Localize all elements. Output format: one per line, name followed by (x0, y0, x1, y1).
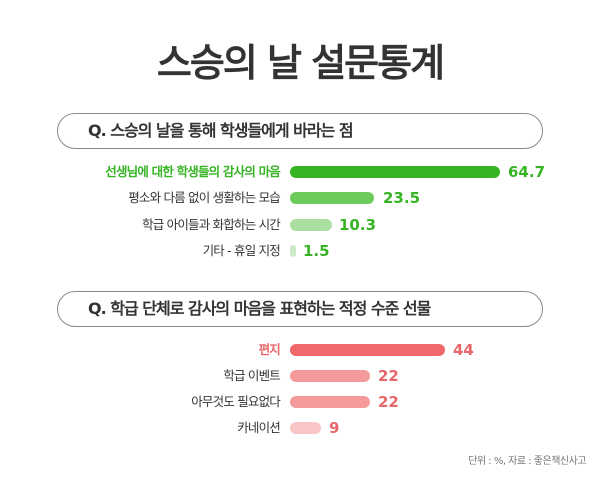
bar-value: 23.5 (383, 189, 421, 207)
bar (290, 344, 445, 356)
bar-value: 22 (378, 367, 399, 385)
bar-label: 편지 (258, 342, 281, 357)
bar-value: 10.3 (339, 216, 377, 234)
question-1-label: Q. 스승의 날을 통해 학생들에게 바라는 점 (88, 121, 354, 140)
bar-label: 학급 아이들과 화합하는 시간 (142, 217, 281, 232)
bar-label: 기타 - 휴일 지정 (202, 243, 281, 258)
bar (290, 422, 321, 434)
bar-value: 22 (378, 393, 399, 411)
chart-1-row: 기타 - 휴일 지정 1.5 (0, 241, 600, 261)
chart-2-row: 카네이션 9 (0, 418, 600, 438)
question-2-box: Q. 학급 단체로 감사의 마음을 표현하는 적정 수준 선물 (57, 291, 543, 327)
bar-label: 선생님에 대한 학생들의 감사의 마음 (105, 164, 281, 179)
bar-value: 9 (329, 419, 340, 437)
chart-1-row: 학급 아이들과 화합하는 시간 10.3 (0, 215, 600, 235)
source-note: 단위 : %, 자료 : 좋은책신사고 (468, 456, 586, 467)
chart-2-row: 아무것도 필요없다 22 (0, 392, 600, 412)
bar-value: 1.5 (303, 242, 330, 260)
bar-label: 카네이션 (237, 420, 281, 435)
bar (290, 370, 370, 382)
page-title: 스승의 날 설문통계 (156, 41, 445, 85)
bar-label: 평소와 다름 없이 생활하는 모습 (128, 190, 281, 205)
bar-value: 44 (453, 341, 474, 359)
bar (290, 192, 374, 204)
bar (290, 166, 500, 178)
question-1-box: Q. 스승의 날을 통해 학생들에게 바라는 점 (57, 113, 543, 149)
question-2-label: Q. 학급 단체로 감사의 마음을 표현하는 적정 수준 선물 (88, 299, 431, 318)
chart-2-row: 편지 44 (0, 340, 600, 360)
chart-1-row: 평소와 다름 없이 생활하는 모습 23.5 (0, 188, 600, 208)
bar (290, 396, 370, 408)
chart-1-row: 선생님에 대한 학생들의 감사의 마음 64.7 (0, 162, 600, 182)
bar-label: 아무것도 필요없다 (191, 394, 281, 409)
chart-2-row: 학급 이벤트 22 (0, 366, 600, 386)
bar (290, 245, 296, 257)
bar (290, 219, 332, 231)
bar-value: 64.7 (508, 163, 546, 181)
bar-label: 학급 이벤트 (223, 368, 280, 383)
